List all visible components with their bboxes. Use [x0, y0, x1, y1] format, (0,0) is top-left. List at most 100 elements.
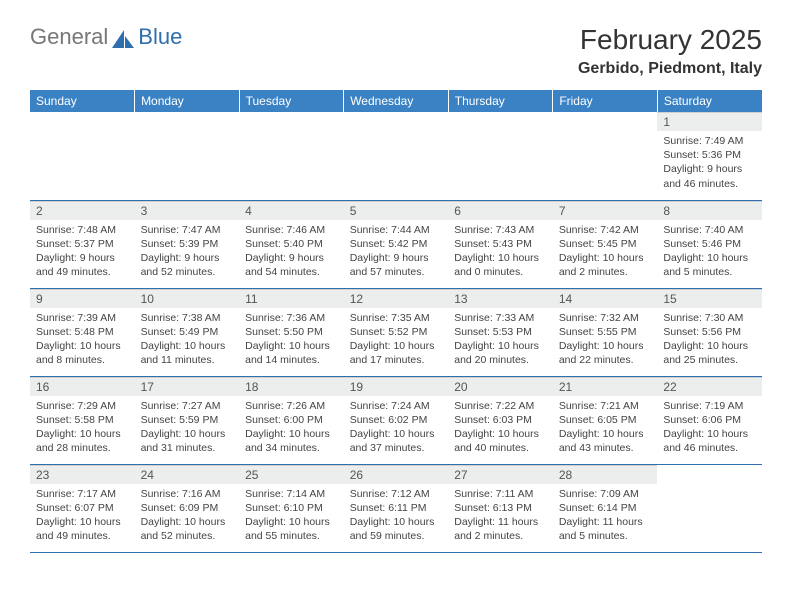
sunrise-text: Sunrise: 7:36 AM — [245, 311, 338, 325]
sunset-text: Sunset: 5:55 PM — [559, 325, 652, 339]
day-number: 16 — [30, 377, 135, 396]
day-number: 15 — [657, 289, 762, 308]
day-detail: Sunrise: 7:12 AMSunset: 6:11 PMDaylight:… — [344, 484, 449, 548]
calendar-cell: .. — [239, 112, 344, 200]
sunrise-text: Sunrise: 7:17 AM — [36, 487, 129, 501]
weekday-header: Monday — [135, 90, 240, 112]
day-number: 20 — [448, 377, 553, 396]
daylight-text: Daylight: 9 hours and 46 minutes. — [663, 162, 756, 190]
day-detail: Sunrise: 7:09 AMSunset: 6:14 PMDaylight:… — [553, 484, 658, 548]
day-number: 28 — [553, 465, 658, 484]
sunset-text: Sunset: 5:39 PM — [141, 237, 234, 251]
sunset-text: Sunset: 6:13 PM — [454, 501, 547, 515]
sunrise-text: Sunrise: 7:39 AM — [36, 311, 129, 325]
sunset-text: Sunset: 6:14 PM — [559, 501, 652, 515]
page-header: General Blue February 2025 Gerbido, Pied… — [30, 24, 762, 78]
calendar-cell: 1Sunrise: 7:49 AMSunset: 5:36 PMDaylight… — [657, 112, 762, 200]
day-number: 17 — [135, 377, 240, 396]
sunrise-text: Sunrise: 7:16 AM — [141, 487, 234, 501]
sunset-text: Sunset: 5:58 PM — [36, 413, 129, 427]
calendar-body: ............1Sunrise: 7:49 AMSunset: 5:3… — [30, 112, 762, 552]
sunrise-text: Sunrise: 7:24 AM — [350, 399, 443, 413]
sunset-text: Sunset: 6:05 PM — [559, 413, 652, 427]
calendar-row: 2 Sunrise: 7:48 AMSunset: 5:37 PM Daylight… — [30, 200, 762, 288]
day-detail: Sunrise: 7:11 AMSunset: 6:13 PMDaylight:… — [448, 484, 553, 548]
day-detail: Sunrise: 7:35 AMSunset: 5:52 PMDaylight:… — [344, 308, 449, 372]
daylight-text: Daylight: 9 hours and 52 minutes. — [141, 251, 234, 279]
calendar-cell: 9Sunrise: 7:39 AMSunset: 5:48 PMDaylight… — [30, 288, 135, 376]
sunset-text: Sunset: 5:48 PM — [36, 325, 129, 339]
sunset-text: Sunset: 6:02 PM — [350, 413, 443, 427]
daylight-text: Daylight: 9 hours and 57 minutes. — [350, 251, 443, 279]
calendar-cell: 4 Sunrise: 7:46 AMSunset: 5:40 PMDaylight… — [239, 200, 344, 288]
day-detail: Sunrise: 7:17 AMSunset: 6:07 PMDaylight:… — [30, 484, 135, 548]
sunrise-text: Sunrise: 7:33 AM — [454, 311, 547, 325]
daylight-text: Daylight: 10 hours and 20 minutes. — [454, 339, 547, 367]
calendar-row: 23Sunrise: 7:17 AMSunset: 6:07 PMDayligh… — [30, 464, 762, 552]
sunset-text: Sunset: 6:11 PM — [350, 501, 443, 515]
calendar-cell: 2Sunrise: 7:48 AMSunset: 5:37 PMDaylight… — [30, 200, 135, 288]
day-number: 19 — [344, 377, 449, 396]
sunset-text: Sunset: 6:06 PM — [663, 413, 756, 427]
weekday-header: Sunday — [30, 90, 135, 112]
day-number: 2 — [30, 201, 135, 220]
title-block: February 2025 Gerbido, Piedmont, Italy — [578, 24, 762, 78]
day-detail: Sunrise: 7:36 AMSunset: 5:50 PMDaylight:… — [239, 308, 344, 372]
sunset-text: Sunset: 5:59 PM — [141, 413, 234, 427]
sunrise-text: Sunrise: 7:49 AM — [663, 134, 756, 148]
day-detail: Sunrise: 7:22 AMSunset: 6:03 PMDaylight:… — [448, 396, 553, 460]
day-detail: Sunrise: 7:49 AMSunset: 5:36 PMDaylight:… — [657, 131, 762, 195]
day-number: 27 — [448, 465, 553, 484]
calendar-cell: .. — [344, 112, 449, 200]
day-detail: Sunrise: 7:29 AMSunset: 5:58 PMDaylight:… — [30, 396, 135, 460]
day-number: 14 — [553, 289, 658, 308]
sunrise-text: Sunrise: 7:44 AM — [350, 223, 443, 237]
calendar-cell: 23Sunrise: 7:17 AMSunset: 6:07 PMDayligh… — [30, 464, 135, 552]
sunset-text: Sunset: 5:49 PM — [141, 325, 234, 339]
sunrise-text: Sunrise: 7:43 AM — [454, 223, 547, 237]
day-detail: Sunrise: 7:38 AMSunset: 5:49 PMDaylight:… — [135, 308, 240, 372]
sunset-text: Sunset: 6:03 PM — [454, 413, 547, 427]
calendar-row: 16Sunrise: 7:29 AMSunset: 5:58 PMDayligh… — [30, 376, 762, 464]
day-number: 8 — [657, 201, 762, 220]
sunset-text: Sunset: 5:40 PM — [245, 237, 338, 251]
calendar-cell: 14Sunrise: 7:32 AMSunset: 5:55 PMDayligh… — [553, 288, 658, 376]
logo: General Blue — [30, 24, 182, 50]
sunset-text: Sunset: 5:45 PM — [559, 237, 652, 251]
day-detail: Sunrise: 7:47 AMSunset: 5:39 PMDaylight:… — [135, 220, 240, 284]
day-number: 12 — [344, 289, 449, 308]
calendar-cell: 7Sunrise: 7:42 AMSunset: 5:45 PMDaylight… — [553, 200, 658, 288]
calendar-cell: .. — [657, 464, 762, 552]
weekday-header: Friday — [553, 90, 658, 112]
calendar-cell: 21Sunrise: 7:21 AMSunset: 6:05 PMDayligh… — [553, 376, 658, 464]
sunset-text: Sunset: 5:37 PM — [36, 237, 129, 251]
day-detail: Sunrise: 7:14 AMSunset: 6:10 PMDaylight:… — [239, 484, 344, 548]
day-number: 3 — [135, 201, 240, 220]
sunset-text: Sunset: 6:10 PM — [245, 501, 338, 515]
sunrise-text: Sunrise: 7:46 AM — [245, 223, 338, 237]
sunrise-text: Sunrise: 7:48 AM — [36, 223, 129, 237]
sunrise-text: Sunrise: 7:38 AM — [141, 311, 234, 325]
calendar-cell: 6Sunrise: 7:43 AMSunset: 5:43 PMDaylight… — [448, 200, 553, 288]
calendar-cell: .. — [135, 112, 240, 200]
sunrise-text: Sunrise: 7:19 AM — [663, 399, 756, 413]
calendar-cell: 20Sunrise: 7:22 AMSunset: 6:03 PMDayligh… — [448, 376, 553, 464]
day-number: 25 — [239, 465, 344, 484]
calendar-cell: 27Sunrise: 7:11 AMSunset: 6:13 PMDayligh… — [448, 464, 553, 552]
day-number: 4 — [239, 201, 344, 220]
calendar-cell: 13Sunrise: 7:33 AMSunset: 5:53 PMDayligh… — [448, 288, 553, 376]
sunrise-text: Sunrise: 7:12 AM — [350, 487, 443, 501]
sunrise-text: Sunrise: 7:32 AM — [559, 311, 652, 325]
calendar-cell: 25Sunrise: 7:14 AMSunset: 6:10 PMDayligh… — [239, 464, 344, 552]
sunset-text: Sunset: 6:00 PM — [245, 413, 338, 427]
calendar-cell: 5Sunrise: 7:44 AMSunset: 5:42 PMDaylight… — [344, 200, 449, 288]
calendar-head: SundayMondayTuesdayWednesdayThursdayFrid… — [30, 90, 762, 112]
sunset-text: Sunset: 5:53 PM — [454, 325, 547, 339]
daylight-text: Daylight: 10 hours and 37 minutes. — [350, 427, 443, 455]
daylight-text: Daylight: 10 hours and 25 minutes. — [663, 339, 756, 367]
day-number: 11 — [239, 289, 344, 308]
weekday-header: Wednesday — [344, 90, 449, 112]
calendar-cell: .. — [30, 112, 135, 200]
daylight-text: Daylight: 9 hours and 54 minutes. — [245, 251, 338, 279]
calendar-cell: .. — [553, 112, 658, 200]
